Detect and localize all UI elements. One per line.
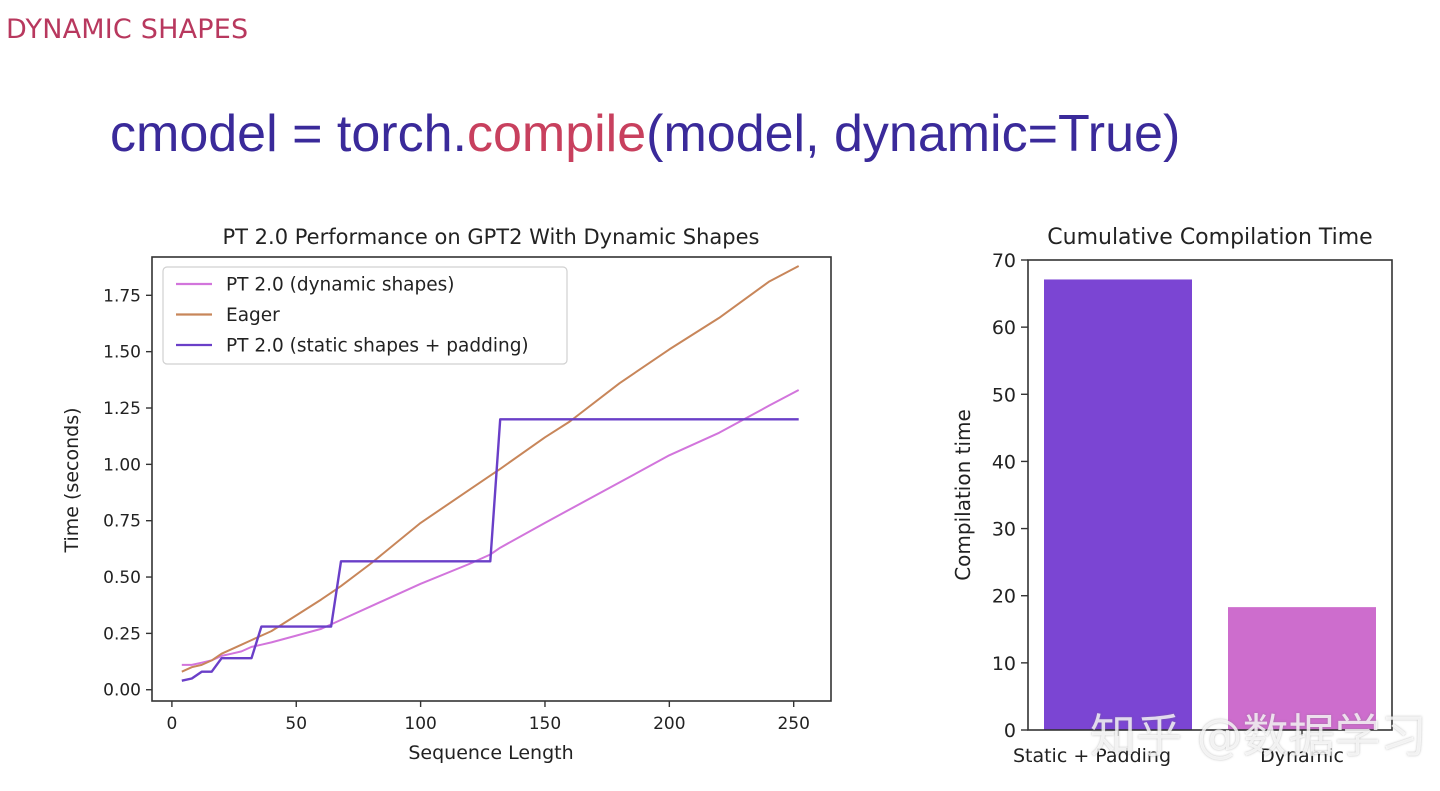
- bar-chart-title: Cumulative Compilation Time: [1047, 225, 1372, 250]
- x-tick-label: 250: [777, 714, 809, 734]
- y-tick-label: 0.50: [103, 568, 141, 588]
- legend-box: [162, 266, 568, 365]
- line-chart-x-ticks: 0 50 100 150 200 250: [166, 701, 810, 734]
- x-tick-label: 150: [529, 714, 561, 734]
- line-chart-title: PT 2.0 Performance on GPT2 With Dynamic …: [223, 225, 760, 249]
- bar-chart: Cumulative Compilation Time 0 10 20 30 40 50 6…: [951, 225, 1393, 767]
- line-chart-series: [181, 265, 800, 682]
- bar-chart-ylabel: Compilation time: [951, 409, 975, 581]
- watermark: 知乎 @数据学习: [1090, 709, 1427, 763]
- bar-1: [1228, 607, 1376, 730]
- y-tick-label: 0: [1004, 720, 1016, 742]
- y-tick-label: 1.25: [103, 399, 141, 419]
- bar-0: [1044, 279, 1192, 730]
- y-tick-label: 50: [992, 384, 1016, 406]
- x-tick-label: 0: [166, 714, 177, 734]
- section-title: DYNAMIC SHAPES: [6, 14, 249, 45]
- line-chart-axes-frame: [151, 256, 832, 702]
- legend-label: Eager: [226, 305, 280, 326]
- y-tick-label: 30: [992, 519, 1016, 541]
- line-chart-xlabel: Sequence Length: [408, 742, 573, 764]
- y-tick-label: 40: [992, 451, 1016, 473]
- y-tick-label: 0.75: [103, 512, 141, 532]
- y-tick-label: 1.75: [103, 286, 141, 306]
- code-snippet: cmodel = torch.compile(model, dynamic=Tr…: [110, 104, 1180, 164]
- series-line-0: [181, 389, 800, 666]
- line-chart-y-ticks: 0.00 0.25 0.50 0.75 1.00 1.25 1.50 1.75: [103, 286, 152, 701]
- y-tick-label: 1.00: [103, 455, 141, 475]
- y-tick-label: 0.00: [103, 681, 141, 701]
- y-tick-label: 70: [992, 250, 1016, 272]
- line-chart: PT 2.0 Performance on GPT2 With Dynamic …: [61, 225, 832, 764]
- x-tick-label: 50: [285, 714, 307, 734]
- x-tick-label: Static + Padding: [1013, 745, 1171, 767]
- bar-chart-y-ticks: 0 10 20 30 40 50 60 70: [992, 250, 1028, 742]
- x-tick-label: Dynamic: [1260, 745, 1344, 767]
- y-tick-label: 10: [992, 653, 1016, 675]
- line-chart-legend: PT 2.0 (dynamic shapes) Eager PT 2.0 (stat…: [162, 266, 568, 365]
- x-tick-label: 200: [653, 714, 685, 734]
- bar-chart-axes-frame: [1027, 259, 1393, 731]
- code-function: compile: [466, 105, 647, 163]
- code-suffix: (model, dynamic=True): [646, 105, 1181, 163]
- bar-chart-x-ticks: Static + Padding Dynamic: [1013, 730, 1344, 767]
- y-tick-label: 60: [992, 317, 1016, 339]
- line-chart-ylabel: Time (seconds): [61, 407, 83, 553]
- y-tick-label: 0.25: [103, 624, 141, 644]
- y-tick-label: 1.50: [103, 343, 141, 363]
- legend-label: PT 2.0 (static shapes + padding): [226, 336, 529, 357]
- legend-label: PT 2.0 (dynamic shapes): [226, 275, 455, 296]
- series-line-2: [181, 418, 799, 682]
- bar-chart-bars: [1044, 279, 1376, 730]
- y-tick-label: 20: [992, 586, 1016, 608]
- code-prefix: cmodel = torch.: [110, 105, 467, 163]
- x-tick-label: 100: [404, 714, 436, 734]
